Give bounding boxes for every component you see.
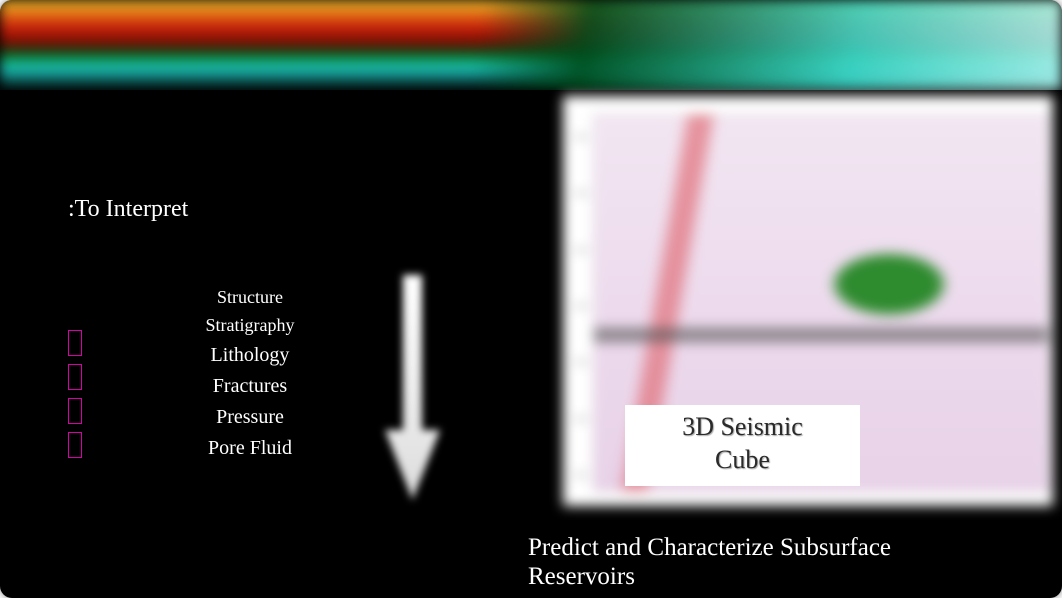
interpret-item: Lithology (170, 340, 330, 371)
down-arrow-icon (385, 275, 440, 500)
seismic-cube-axis-ticks (575, 136, 589, 476)
header-swoosh (0, 0, 1062, 90)
slide: :To Interpret Structure Stratigraphy Lit… (0, 0, 1062, 598)
seismic-cube-label-line: 3D Seismic (682, 412, 803, 441)
bullet-box (68, 398, 82, 424)
bullet-box (68, 364, 82, 390)
footer-line: Predict and Characterize Subsurface (528, 534, 891, 561)
seismic-cube-label-line: Cube (715, 445, 770, 474)
interpret-item-list: Structure Stratigraphy Lithology Fractur… (170, 284, 330, 464)
heading-to-interpret: :To Interpret (68, 196, 188, 223)
bullet-box (68, 330, 82, 356)
interpret-item: Fractures (170, 371, 330, 402)
bullet-box (68, 432, 82, 458)
interpret-item: Stratigraphy (170, 312, 330, 340)
bullet-column (68, 330, 82, 458)
seismic-cube-label: 3D Seismic Cube (625, 405, 860, 486)
interpret-item: Pressure (170, 402, 330, 433)
interpret-item: Pore Fluid (170, 433, 330, 464)
interpret-item: Structure (170, 284, 330, 312)
footer-line: Reservoirs (528, 563, 635, 590)
footer-caption: Predict and Characterize Subsurface Rese… (528, 534, 891, 592)
